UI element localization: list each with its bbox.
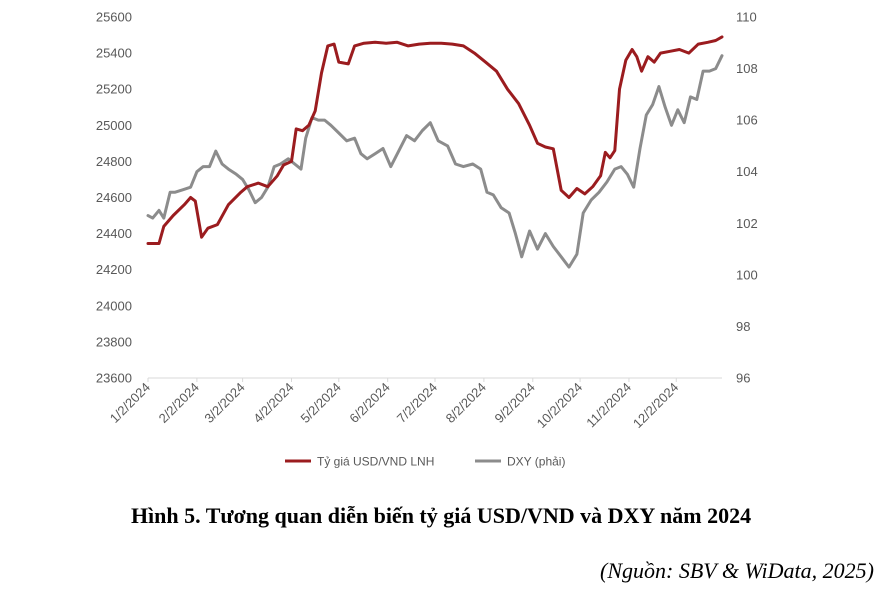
left-y-tick-label: 24800 — [96, 154, 132, 169]
figure-caption: Hình 5. Tương quan diễn biến tỷ giá USD/… — [130, 503, 752, 528]
x-tick-label: 9/2/2024 — [491, 380, 537, 426]
x-tick-label: 8/2/2024 — [443, 380, 489, 426]
right-y-tick-label: 102 — [736, 216, 758, 231]
right-y-tick-label: 98 — [736, 319, 750, 334]
right-y-tick-label: 106 — [736, 113, 758, 128]
legend-label: DXY (phải) — [507, 455, 565, 469]
left-y-tick-label: 24600 — [96, 190, 132, 205]
left-y-tick-label: 23600 — [96, 371, 132, 386]
right-y-axis: 96 98 100 102 104 106 108 110 — [736, 10, 758, 386]
right-y-tick-label: 110 — [736, 10, 757, 25]
line-chart: 23600 23800 24000 24200 24400 24600 24800 25000… — [96, 10, 758, 469]
x-tick-label: 10/2/2024 — [534, 380, 586, 432]
source-note: (Nguồn: SBV & WiData, 2025) — [600, 558, 874, 583]
left-y-tick-label: 25400 — [96, 46, 132, 61]
right-y-tick-label: 96 — [736, 371, 750, 386]
x-tick-label: 3/2/2024 — [201, 380, 247, 426]
series-line-usd-vnd — [146, 35, 724, 245]
series-line-dxy — [146, 54, 724, 269]
x-axis: 1/2/2024 2/2/2024 3/2/2024 4/2/2024 5/2/2024… — [107, 378, 682, 432]
x-tick-label: 5/2/2024 — [298, 380, 344, 426]
legend: Tỷ giá USD/VND LNH DXY (phải) — [285, 455, 565, 469]
x-tick-label: 2/2/2024 — [156, 380, 202, 426]
right-y-tick-label: 100 — [736, 267, 758, 282]
left-y-tick-label: 24000 — [96, 298, 132, 313]
x-tick-label: 12/2/2024 — [630, 380, 682, 432]
x-tick-label: 7/2/2024 — [394, 380, 440, 426]
series-layer — [146, 35, 724, 269]
left-y-tick-label: 24400 — [96, 226, 132, 241]
right-y-tick-label: 104 — [736, 164, 758, 179]
x-tick-label: 4/2/2024 — [250, 380, 296, 426]
x-tick-label: 6/2/2024 — [346, 380, 392, 426]
left-y-tick-label: 25600 — [96, 10, 132, 25]
right-y-tick-label: 108 — [736, 61, 758, 76]
x-tick-label: 1/2/2024 — [107, 380, 153, 426]
left-y-tick-label: 25200 — [96, 82, 132, 97]
legend-label: Tỷ giá USD/VND LNH — [317, 455, 434, 469]
left-y-tick-label: 24200 — [96, 262, 132, 277]
left-y-axis: 23600 23800 24000 24200 24400 24600 24800 25000… — [96, 10, 132, 386]
left-y-tick-label: 25000 — [96, 118, 132, 133]
x-tick-label: 11/2/2024 — [583, 380, 634, 431]
left-y-tick-label: 23800 — [96, 334, 132, 349]
